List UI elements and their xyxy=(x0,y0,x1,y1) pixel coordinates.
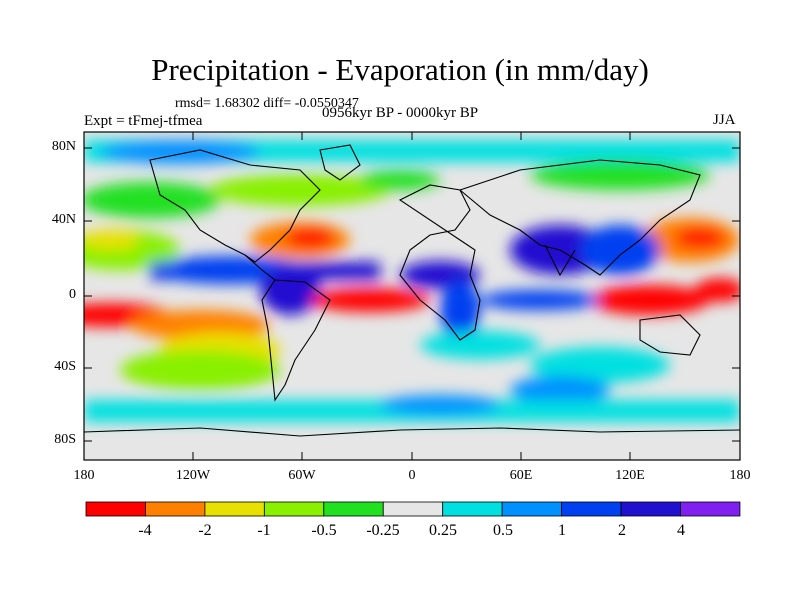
lon-label: 0 xyxy=(408,468,416,483)
colorbar-swatch xyxy=(204,501,265,517)
colorbar-label: -0.25 xyxy=(366,522,400,539)
lat-label: 40N xyxy=(51,212,76,227)
colorbar-label: 4 xyxy=(677,522,685,539)
colorbar-swatch xyxy=(680,501,741,517)
statistics-text: rmsd= 1.68302 diff= -0.0550347 xyxy=(175,96,359,111)
colorbar-label: -2 xyxy=(198,522,212,539)
lat-label: 80N xyxy=(51,139,76,154)
north-america-outline xyxy=(149,149,321,263)
continent-outlines xyxy=(84,144,740,437)
india-outline xyxy=(544,244,576,277)
colorbar-label: 1 xyxy=(558,522,566,539)
greenland-outline xyxy=(319,144,361,181)
colorbar-label: 2 xyxy=(618,522,626,539)
colorbar-label: -0.5 xyxy=(311,522,337,539)
lon-label: 120W xyxy=(175,468,211,483)
australia-outline xyxy=(639,314,701,356)
lat-label: 80S xyxy=(54,432,76,447)
lon-label: 180 xyxy=(73,468,95,483)
lon-label: 120E xyxy=(615,468,645,483)
antarctica-outline xyxy=(84,427,740,437)
lat-label: 40S xyxy=(54,359,76,374)
axis-ticks xyxy=(84,132,740,460)
south-america-outline xyxy=(261,279,331,402)
africa-outline xyxy=(398,184,481,341)
asia-outline xyxy=(458,159,701,276)
colorbar-swatch xyxy=(442,501,503,517)
colorbar-swatch xyxy=(323,501,384,517)
colorbar-label: 0.25 xyxy=(429,522,457,539)
lat-label: 0 xyxy=(69,287,76,302)
colorbar xyxy=(85,501,741,517)
time-period-label: 0956kyr BP - 0000kyr BP xyxy=(322,105,479,121)
colorbar-swatch xyxy=(501,501,562,517)
colorbar-swatch xyxy=(620,501,681,517)
colorbar-label: 0.5 xyxy=(493,522,513,539)
lon-label: 60E xyxy=(509,468,533,483)
season-label: JJA xyxy=(713,112,736,128)
colorbar-swatch xyxy=(263,501,325,517)
colorbar-swatch xyxy=(382,501,444,517)
experiment-label: Expt = tFmej-tfmea xyxy=(84,113,203,129)
central-america-outline xyxy=(244,254,276,281)
colorbar-label: -4 xyxy=(138,522,152,539)
map-title: Precipitation - Evaporation (in mm/day) xyxy=(151,52,649,87)
colorbar-label: -1 xyxy=(257,522,271,539)
lon-label: 60W xyxy=(288,468,316,483)
precip-evap-field xyxy=(84,132,740,460)
colorbar-swatch xyxy=(561,501,622,517)
colorbar-swatch xyxy=(145,501,206,517)
lon-label: 180 xyxy=(729,468,751,483)
colorbar-swatch xyxy=(85,501,146,517)
